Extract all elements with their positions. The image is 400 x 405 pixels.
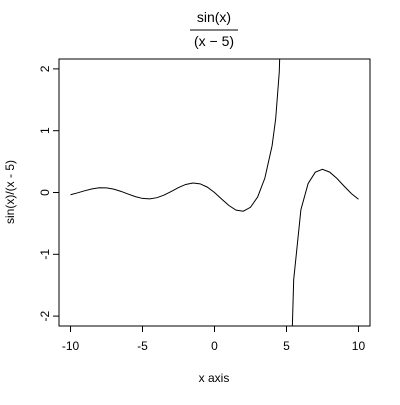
x-tick-label: -5 (137, 339, 148, 353)
line (70, 59, 359, 326)
y-tick-label: -1 (38, 249, 52, 260)
y-tick-label: 0 (38, 189, 52, 196)
x-tick-label: 0 (211, 339, 218, 353)
y-axis-label: sin(x)/(x - 5) (3, 160, 17, 224)
x-tick-label: -10 (62, 339, 80, 353)
x-tick-label: 10 (352, 339, 366, 353)
title-numerator: sin(x) (197, 9, 231, 25)
y-tick-label: 2 (38, 65, 52, 72)
y-tick-label: 1 (38, 127, 52, 134)
y-tick-label: -2 (38, 310, 52, 321)
title-denominator: (x − 5) (194, 33, 234, 49)
x-axis-label: x axis (199, 371, 230, 385)
x-tick-label: 5 (283, 339, 290, 353)
